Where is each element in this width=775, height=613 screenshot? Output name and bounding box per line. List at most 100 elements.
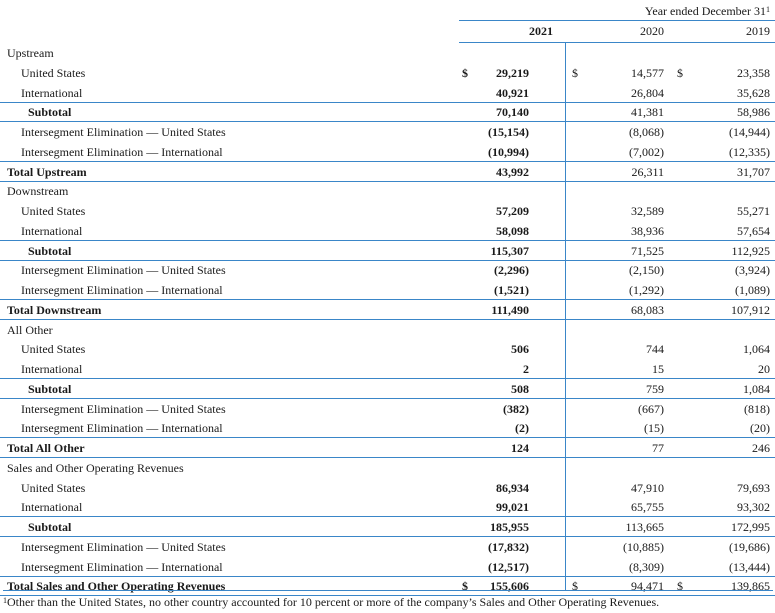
value-2020: (2,150) <box>629 263 664 278</box>
value-2021: 124 <box>511 441 529 455</box>
row-label: Subtotal <box>28 243 72 258</box>
table-row: United States 57,209 32,589 55,271 <box>0 201 775 221</box>
value-2019: (13,444) <box>729 559 770 574</box>
row-label: United States <box>21 342 86 357</box>
value-2021: 58,098 <box>496 223 529 238</box>
table-row: Intersegment Elimination — International… <box>0 280 775 300</box>
row-label: All Other <box>7 322 53 337</box>
value-2021: 111,490 <box>491 302 529 317</box>
row-label: International <box>21 500 83 515</box>
value-2020: (10,885) <box>623 539 664 554</box>
table-row: Intersegment Elimination — United States… <box>0 260 775 280</box>
value-2020: 68,083 <box>631 302 664 317</box>
row-label: Subtotal <box>28 381 72 396</box>
value-2021: 506 <box>511 342 529 357</box>
table-row: Intersegment Elimination — United States… <box>0 537 775 557</box>
value-2020: 26,804 <box>631 85 664 100</box>
row-label: United States <box>21 204 86 218</box>
table-row: United States 86,934 47,910 79,693 <box>0 478 775 498</box>
value-2019: 139,865 <box>731 579 770 594</box>
value-2020: 77 <box>652 441 664 455</box>
value-2019: 107,912 <box>731 302 770 317</box>
value-2020: 113,665 <box>625 520 664 534</box>
table-row: Total Upstream 43,992 26,311 31,707 <box>0 162 775 182</box>
table-row: Subtotal 185,955 113,665 172,995 <box>0 517 775 537</box>
value-2019: 55,271 <box>737 204 770 218</box>
table-row: Total Downstream 111,490 68,083 107,912 <box>0 300 775 320</box>
footnote-mark: 1 <box>3 596 7 605</box>
dollar-sign-2019: $ <box>677 579 683 594</box>
value-2019: 23,358 <box>737 65 770 80</box>
value-2021: (10,994) <box>488 144 529 159</box>
value-2021: 508 <box>511 381 529 396</box>
row-label: Intersegment Elimination — International <box>21 559 223 574</box>
value-2020: (15) <box>644 421 664 436</box>
footnote: 1Other than the United States, no other … <box>3 590 773 613</box>
value-2020: 759 <box>646 381 664 396</box>
table-row: International 2 15 20 <box>0 359 775 379</box>
row-label: International <box>21 362 83 376</box>
value-2021: (15,154) <box>488 125 529 139</box>
dollar-sign-2019: $ <box>677 65 683 80</box>
value-2019: 172,995 <box>731 520 770 534</box>
table-row: Intersegment Elimination — International… <box>0 557 775 577</box>
row-label: Intersegment Elimination — United States <box>21 401 226 416</box>
period-footnote-mark: 1 <box>766 5 770 14</box>
value-2021: 29,219 <box>496 65 529 80</box>
row-label: Subtotal <box>28 520 72 534</box>
value-2021: (1,521) <box>494 283 529 297</box>
table-row: Intersegment Elimination — International… <box>0 142 775 162</box>
value-2021: 86,934 <box>496 480 529 495</box>
value-2019: 1,064 <box>743 342 770 357</box>
row-label: Sales and Other Operating Revenues <box>7 460 184 475</box>
table-row: International 99,021 65,755 93,302 <box>0 497 775 518</box>
table-row: United States 506 744 1,064 <box>0 339 775 359</box>
year-header-row: 2021 2020 2019 <box>459 21 775 43</box>
table-row: Subtotal 70,140 41,381 58,986 <box>0 102 775 123</box>
table-row: Downstream <box>0 181 775 201</box>
dollar-sign-2020: $ <box>572 579 578 594</box>
value-2019: (19,686) <box>729 539 770 554</box>
value-2020: 15 <box>652 362 664 376</box>
value-2019: 246 <box>752 441 770 455</box>
dollar-sign-2020: $ <box>572 65 578 80</box>
table-row: United States $29,219 $14,577 $23,358 <box>0 63 775 83</box>
row-label: United States <box>21 65 86 80</box>
table-row: Intersegment Elimination — United States… <box>0 122 775 142</box>
period-header: Year ended December 311 <box>459 0 775 21</box>
period-label: Year ended December 31 <box>644 4 766 18</box>
value-2020: 26,311 <box>631 164 664 179</box>
value-2021: (17,832) <box>488 539 529 554</box>
row-label: Intersegment Elimination — United States <box>21 263 226 278</box>
value-2019: (3,924) <box>735 263 770 278</box>
row-label: International <box>21 223 83 238</box>
row-label: Total Downstream <box>7 302 102 317</box>
value-2019: 58,986 <box>737 105 770 120</box>
row-label: Intersegment Elimination — International <box>21 421 223 436</box>
value-2021: 57,209 <box>496 204 529 218</box>
row-label: United States <box>21 480 86 495</box>
table-row: Intersegment Elimination — International… <box>0 418 775 439</box>
value-2020: (7,002) <box>629 144 664 159</box>
value-2019: 112,925 <box>731 243 770 258</box>
value-2021: (12,517) <box>488 559 529 574</box>
value-2021: 115,307 <box>490 243 529 258</box>
value-2020: 71,525 <box>631 243 664 258</box>
row-label: Intersegment Elimination — United States <box>21 539 226 554</box>
value-2019: 79,693 <box>737 480 770 495</box>
footnote-text: Other than the United States, no other c… <box>7 595 660 609</box>
value-2019: (12,335) <box>729 144 770 159</box>
table-row: Total All Other 124 77 246 <box>0 438 775 458</box>
row-label: Total All Other <box>7 441 85 455</box>
year-2021-header: 2021 <box>529 24 553 38</box>
table-row: International 58,098 38,936 57,654 <box>0 221 775 241</box>
value-2020: 744 <box>646 342 664 357</box>
year-2020-header: 2020 <box>640 24 664 38</box>
table-row: Intersegment Elimination — United States… <box>0 399 775 419</box>
value-2019: 20 <box>758 362 770 376</box>
value-2020: (667) <box>638 401 664 416</box>
table-row: Sales and Other Operating Revenues <box>0 458 775 478</box>
row-label: Intersegment Elimination — International <box>21 283 223 297</box>
column-separator <box>565 43 566 590</box>
row-label: Intersegment Elimination — United States <box>21 125 226 139</box>
